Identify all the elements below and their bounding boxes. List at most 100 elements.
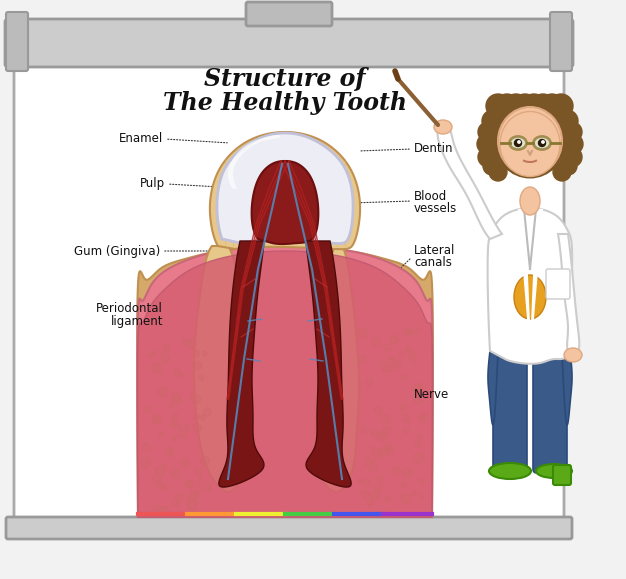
Circle shape <box>187 499 192 504</box>
Circle shape <box>152 364 162 373</box>
Text: Enamel: Enamel <box>119 133 163 145</box>
Circle shape <box>248 345 257 353</box>
Circle shape <box>184 339 190 345</box>
Polygon shape <box>488 208 572 364</box>
Circle shape <box>219 360 228 369</box>
Circle shape <box>400 501 408 510</box>
Circle shape <box>384 443 392 450</box>
Circle shape <box>304 430 312 438</box>
Circle shape <box>163 345 169 351</box>
Circle shape <box>190 490 198 499</box>
Circle shape <box>414 453 423 463</box>
Circle shape <box>235 477 240 481</box>
FancyBboxPatch shape <box>546 269 570 299</box>
FancyBboxPatch shape <box>6 517 572 539</box>
Circle shape <box>198 375 204 381</box>
Circle shape <box>284 448 295 460</box>
Circle shape <box>230 296 237 303</box>
Circle shape <box>359 356 366 362</box>
Circle shape <box>162 464 167 470</box>
Circle shape <box>307 356 314 364</box>
Circle shape <box>239 290 250 301</box>
Circle shape <box>232 422 242 431</box>
FancyBboxPatch shape <box>246 2 332 26</box>
Circle shape <box>172 413 178 419</box>
Circle shape <box>401 494 411 504</box>
Circle shape <box>333 477 339 483</box>
Circle shape <box>142 444 150 452</box>
Circle shape <box>190 372 201 383</box>
Circle shape <box>411 357 417 363</box>
Polygon shape <box>138 251 433 517</box>
Circle shape <box>228 394 240 405</box>
Circle shape <box>306 364 311 369</box>
Circle shape <box>270 390 280 400</box>
Circle shape <box>168 307 176 314</box>
Circle shape <box>148 353 153 358</box>
Polygon shape <box>210 132 360 249</box>
Circle shape <box>288 371 299 382</box>
Circle shape <box>158 507 165 514</box>
Circle shape <box>148 294 155 302</box>
Circle shape <box>348 366 359 376</box>
Circle shape <box>245 287 255 297</box>
Circle shape <box>200 415 205 420</box>
Circle shape <box>258 292 267 301</box>
Circle shape <box>360 489 368 497</box>
Circle shape <box>334 484 346 496</box>
Circle shape <box>522 94 546 118</box>
Circle shape <box>170 468 180 478</box>
Circle shape <box>400 471 406 478</box>
Circle shape <box>392 467 399 475</box>
Circle shape <box>265 423 277 434</box>
Circle shape <box>191 394 201 404</box>
Circle shape <box>319 479 328 488</box>
Circle shape <box>414 385 421 392</box>
Circle shape <box>356 408 367 419</box>
Circle shape <box>150 455 156 460</box>
Circle shape <box>187 497 195 505</box>
Circle shape <box>419 479 424 484</box>
Circle shape <box>197 439 206 448</box>
Circle shape <box>207 452 215 460</box>
Circle shape <box>364 374 374 384</box>
Circle shape <box>144 406 150 412</box>
Circle shape <box>483 157 501 175</box>
Circle shape <box>183 299 190 307</box>
Circle shape <box>478 122 498 142</box>
Circle shape <box>387 365 393 371</box>
Circle shape <box>184 353 192 360</box>
Circle shape <box>355 366 364 374</box>
Circle shape <box>373 439 379 445</box>
FancyBboxPatch shape <box>550 12 572 71</box>
Circle shape <box>181 458 190 467</box>
Circle shape <box>205 499 213 507</box>
Circle shape <box>381 362 386 367</box>
Circle shape <box>207 386 211 390</box>
Circle shape <box>370 447 375 452</box>
Circle shape <box>364 300 374 310</box>
Circle shape <box>173 395 181 404</box>
Polygon shape <box>217 133 353 244</box>
Circle shape <box>365 334 374 343</box>
Circle shape <box>337 379 342 385</box>
Circle shape <box>515 140 521 146</box>
Circle shape <box>331 480 339 488</box>
Circle shape <box>346 461 356 471</box>
Circle shape <box>152 350 157 354</box>
Circle shape <box>158 387 167 397</box>
Circle shape <box>413 327 419 333</box>
Circle shape <box>401 475 413 486</box>
Circle shape <box>289 412 293 416</box>
Circle shape <box>365 347 375 357</box>
Circle shape <box>146 486 156 496</box>
Text: Lateral: Lateral <box>414 244 455 258</box>
Ellipse shape <box>498 107 562 175</box>
Circle shape <box>247 439 256 449</box>
Circle shape <box>153 505 160 512</box>
Circle shape <box>203 408 212 416</box>
Circle shape <box>504 94 528 118</box>
Circle shape <box>304 467 316 479</box>
Circle shape <box>364 397 373 406</box>
Circle shape <box>178 428 187 438</box>
